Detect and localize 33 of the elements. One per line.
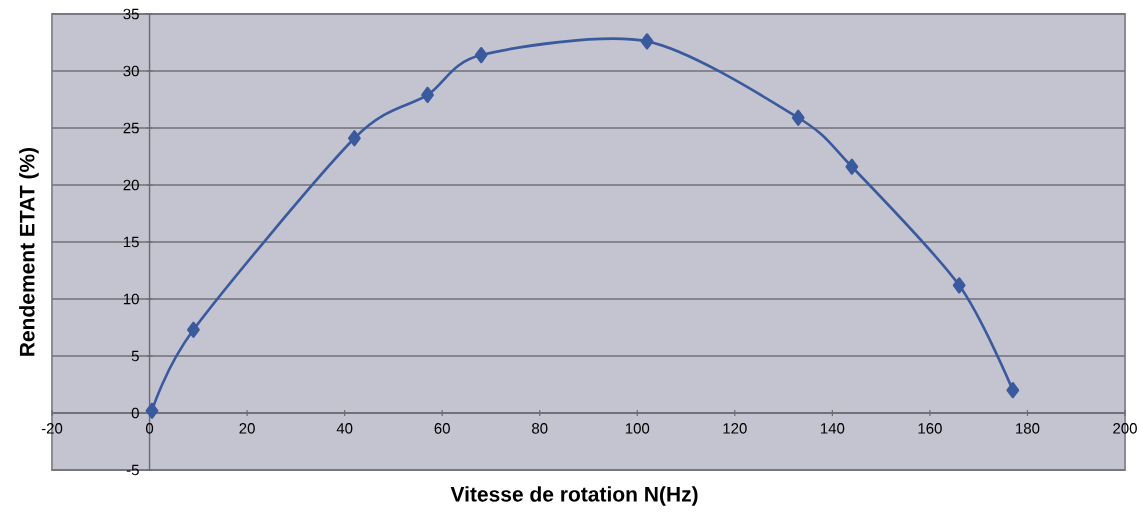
point xyxy=(952,277,966,294)
y-tick-label: 10 xyxy=(123,293,139,305)
x-tick-label: 120 xyxy=(723,423,747,434)
x-tick-label: 40 xyxy=(336,423,353,434)
x-tick-label: 160 xyxy=(918,423,942,434)
point xyxy=(421,86,434,104)
x-tick-label: 140 xyxy=(820,423,845,434)
point xyxy=(348,130,361,147)
point xyxy=(845,158,859,175)
y-tick-label: 25 xyxy=(123,122,139,134)
y-axis-title: Rendement ETAT (%) xyxy=(19,147,39,356)
y-tick-label: 35 xyxy=(123,8,139,20)
point xyxy=(145,402,159,419)
y-tick-label: 5 xyxy=(131,350,139,362)
point xyxy=(1006,382,1020,399)
x-tick-label: 80 xyxy=(532,423,548,434)
y-tick-label: -5 xyxy=(126,464,139,476)
point xyxy=(791,109,805,126)
point xyxy=(474,46,488,64)
x-tick-label: 20 xyxy=(239,423,255,434)
y-tick-label: 15 xyxy=(123,236,139,248)
y-tick-label: 0 xyxy=(131,407,139,419)
x-tick-label: 0 xyxy=(145,423,154,434)
x-axis-title: Vitesse de rotation N(Hz) xyxy=(450,486,698,506)
x-tick-label: 100 xyxy=(625,423,650,434)
x-tick-label: 200 xyxy=(1113,423,1137,434)
y-tick-label: 30 xyxy=(123,65,139,77)
x-tick-label: -20 xyxy=(41,423,63,434)
point xyxy=(187,321,200,338)
point xyxy=(640,33,654,50)
x-tick-label: 180 xyxy=(1016,423,1040,434)
y-tick-label: 20 xyxy=(123,179,139,191)
x-tick-label: 60 xyxy=(434,423,450,434)
